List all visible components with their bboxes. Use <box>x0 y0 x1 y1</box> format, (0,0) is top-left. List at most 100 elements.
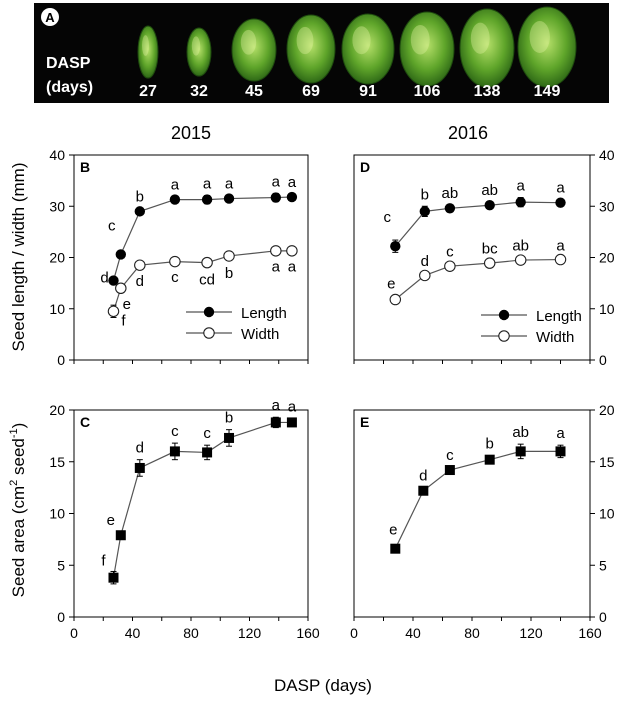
data-point <box>484 200 495 211</box>
significance-letter: ab <box>481 182 498 199</box>
x-tick-label: 80 <box>183 625 199 641</box>
series-seed-area: e d c b ab a <box>389 424 566 554</box>
y-axis-title-bottom: Seed area (cm2 seed-1) <box>8 423 28 598</box>
fruit-highlight <box>296 26 314 55</box>
significance-letter: a <box>517 178 526 195</box>
significance-letter: c <box>384 209 392 226</box>
fruit-photo <box>341 13 395 85</box>
data-point <box>555 197 566 208</box>
fruit-photo <box>286 14 336 84</box>
significance-letter: c <box>108 217 116 234</box>
fruit-photo <box>186 27 212 77</box>
significance-letter: d <box>136 273 144 290</box>
data-point <box>419 269 431 282</box>
y-tick-label: 20 <box>599 402 615 418</box>
series-line <box>394 258 561 300</box>
data-point <box>115 282 127 294</box>
x-tick-label: 0 <box>350 625 358 641</box>
series-line <box>112 421 292 578</box>
y-tick-label: 0 <box>57 609 65 625</box>
fruit-highlight <box>191 36 201 56</box>
y-tick-label: 40 <box>599 147 615 163</box>
panel-label: E <box>360 414 369 430</box>
data-point <box>444 465 455 476</box>
significance-letter: d <box>421 253 429 270</box>
fruit-photo <box>517 6 577 88</box>
y-tick-label: 10 <box>599 506 615 522</box>
data-point <box>169 446 180 457</box>
data-point <box>554 253 567 266</box>
significance-letter: a <box>288 258 297 275</box>
y-tick-label: 40 <box>49 147 65 163</box>
x-tick-label: 0 <box>70 625 78 641</box>
legend-label: Width <box>536 329 574 346</box>
data-point <box>555 446 566 457</box>
legend-marker <box>498 330 510 342</box>
panel-label: D <box>360 159 370 175</box>
fruit-photo <box>137 25 159 79</box>
significance-letter: b <box>421 186 429 203</box>
data-point <box>169 255 181 268</box>
significance-letter: e <box>387 276 395 293</box>
legend-label: Width <box>241 326 279 343</box>
y-tick-label: 20 <box>49 402 65 418</box>
data-point <box>390 241 401 252</box>
data-point <box>115 530 126 541</box>
photo-strip: A DASP (days) 27 32 45 69 91 106 138 149 <box>34 3 609 103</box>
data-point <box>286 417 297 428</box>
chart-panel-e: E 0 5 10 15 20 0 40 80 120 160 e d c b ab a <box>350 402 615 641</box>
data-point <box>115 249 127 260</box>
photo-day-label: 32 <box>190 83 208 100</box>
series-line <box>112 196 292 281</box>
year-heading-left: 2015 <box>171 123 211 143</box>
data-point <box>201 256 213 269</box>
legend-label: Length <box>536 308 582 325</box>
fruit-photo <box>459 8 515 88</box>
significance-letter: a <box>288 398 297 415</box>
x-axis-title: DASP (days) <box>274 676 372 695</box>
significance-letter: ab <box>512 424 529 441</box>
significance-letter: c <box>446 244 454 261</box>
significance-letter: a <box>272 258 281 275</box>
significance-letter: a <box>203 175 212 192</box>
photo-day-label: 91 <box>359 83 377 100</box>
fruit-highlight <box>470 22 490 54</box>
significance-letter: f <box>101 553 106 570</box>
y-tick-label: 0 <box>57 352 65 368</box>
y-tick-label: 30 <box>599 198 615 214</box>
significance-letter: ab <box>442 185 459 202</box>
x-tick-label: 120 <box>519 625 543 641</box>
significance-letter: d <box>419 468 427 485</box>
data-point <box>270 417 281 428</box>
data-point <box>390 543 401 554</box>
significance-letter: d <box>100 270 108 287</box>
panel-label: C <box>80 414 90 430</box>
panel-label: B <box>80 159 90 175</box>
fruit-highlight <box>352 26 371 55</box>
significance-letter: b <box>136 188 144 205</box>
x-tick-label: 160 <box>296 625 320 641</box>
data-point <box>224 432 235 443</box>
data-point <box>418 485 429 496</box>
data-point <box>169 194 181 205</box>
data-point <box>134 259 146 271</box>
significance-letter: e <box>123 296 131 313</box>
panel-a-badge <box>41 8 59 26</box>
y-axis-title-top: Seed length / width (mm) <box>9 163 28 352</box>
data-point <box>270 245 282 257</box>
significance-letter: c <box>446 447 454 464</box>
significance-letter: a <box>556 180 565 197</box>
significance-letter: ab <box>512 238 529 255</box>
legend: Length Width <box>481 308 582 346</box>
significance-letter: d <box>136 440 144 457</box>
significance-letter: a <box>272 173 281 190</box>
y-tick-label: 20 <box>599 250 615 266</box>
photo-day-label: 138 <box>474 83 501 100</box>
series-width: fed c cd b a a <box>107 245 298 329</box>
y-tick-label: 0 <box>599 352 607 368</box>
fruit-highlight <box>142 35 149 56</box>
